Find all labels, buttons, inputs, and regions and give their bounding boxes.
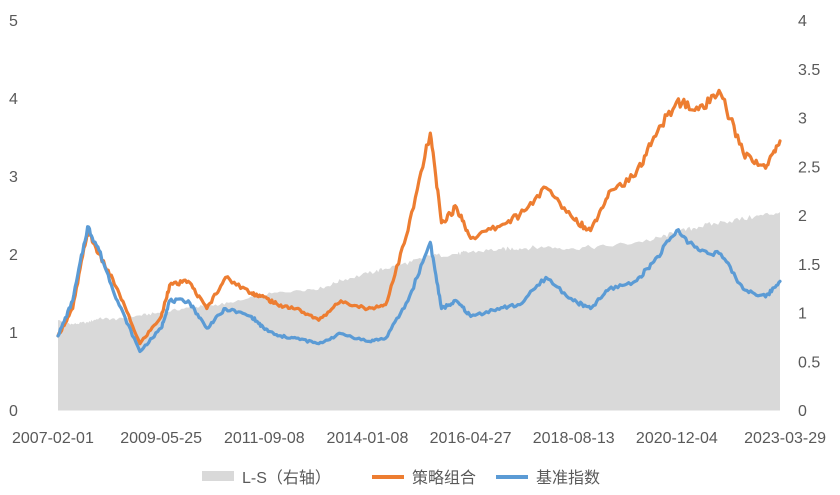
legend-swatch-long-short [202, 471, 234, 481]
left-y-tick-label: 5 [9, 13, 18, 30]
right-y-tick-label: 0 [798, 403, 807, 420]
left-y-tick-label: 2 [9, 247, 18, 264]
x-tick-label: 2009-05-25 [120, 430, 202, 447]
line-layer [56, 88, 782, 354]
right-y-tick-label: 2.5 [798, 159, 820, 176]
x-tick-label: 2007-02-01 [12, 430, 94, 447]
x-tick-label: 2023-03-29 [744, 430, 826, 447]
x-tick-label: 2011-09-08 [224, 430, 305, 447]
right-y-tick-label: 4 [798, 13, 807, 30]
left-y-axis: 0 1 2 3 4 5 [9, 13, 18, 420]
series-line-strategy [56, 88, 782, 346]
right-y-tick-label: 1 [798, 306, 807, 323]
x-tick-label: 2016-04-27 [430, 430, 512, 447]
area-layer [58, 212, 780, 410]
x-axis: 2007-02-01 2009-05-25 2011-09-08 2014-01-08… [12, 430, 826, 447]
left-y-tick-label: 1 [9, 325, 18, 342]
x-tick-label: 2018-08-13 [533, 430, 615, 447]
left-y-tick-label: 0 [9, 403, 18, 420]
left-y-tick-label: 3 [9, 169, 18, 186]
series-area-long-short [58, 212, 780, 410]
x-tick-label: 2014-01-08 [327, 430, 409, 447]
right-y-tick-label: 3 [798, 111, 807, 128]
legend: L-S（右轴） 策略组合 基准指数 [202, 469, 600, 487]
legend-label-benchmark: 基准指数 [536, 469, 600, 487]
series-line-benchmark [56, 225, 782, 354]
legend-label-strategy: 策略组合 [412, 469, 476, 487]
legend-label-long-short: L-S（右轴） [242, 469, 331, 487]
right-y-axis: 0 0.5 1 1.5 2 2.5 3 3.5 4 [798, 13, 820, 420]
right-y-tick-label: 2 [798, 208, 807, 225]
right-y-tick-label: 1.5 [798, 257, 820, 274]
left-y-tick-label: 4 [9, 91, 18, 108]
right-y-tick-label: 0.5 [798, 354, 820, 371]
x-tick-label: 2020-12-04 [636, 430, 718, 447]
right-y-tick-label: 3.5 [798, 62, 820, 79]
